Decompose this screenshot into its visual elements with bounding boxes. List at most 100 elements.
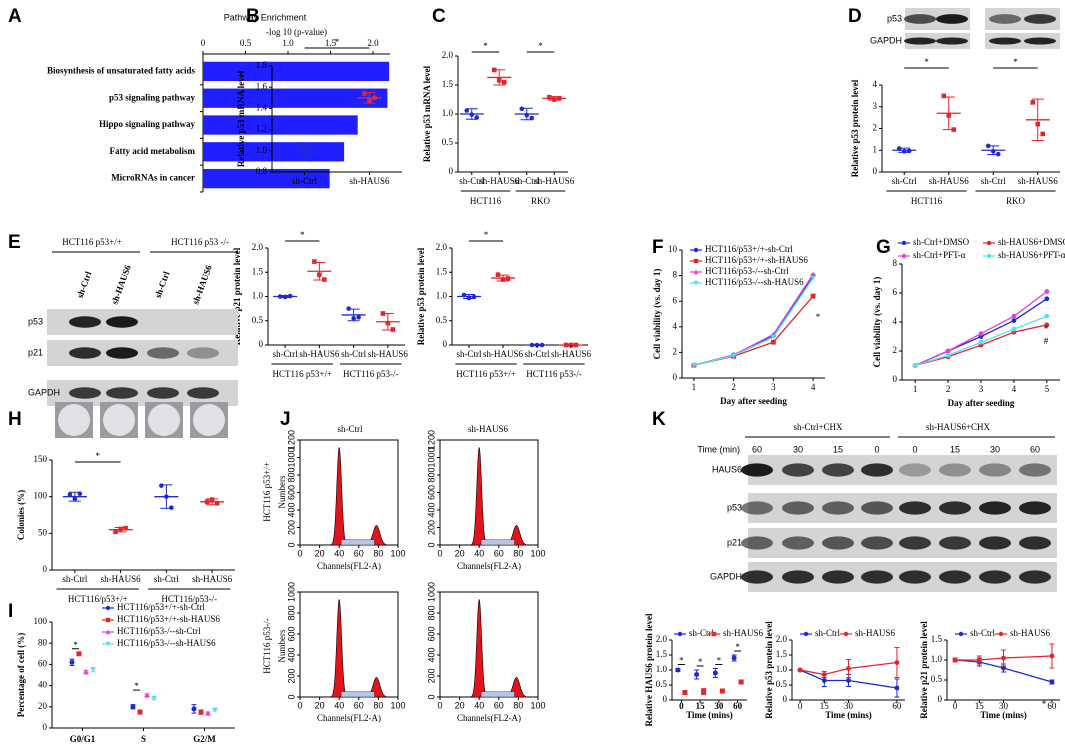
point xyxy=(130,704,136,710)
error-bar xyxy=(493,69,506,86)
y-tick-label: 1.0 xyxy=(442,108,454,118)
x-tick-label: 2 xyxy=(946,384,951,394)
blot-band xyxy=(861,570,893,584)
significance-label: * xyxy=(484,230,489,240)
point xyxy=(90,667,96,673)
x-tick-label: 100 xyxy=(530,548,545,558)
point xyxy=(151,695,157,702)
y-tick-label: 1.0 xyxy=(776,664,788,674)
panel-label: D xyxy=(848,6,862,27)
y-axis-label: Numbers xyxy=(277,629,287,662)
blot-row-label: GAPDH xyxy=(870,35,902,45)
point xyxy=(212,707,218,713)
x-tick-label: 1.0 xyxy=(282,38,294,48)
x-tick-label: 60 xyxy=(494,548,504,558)
point xyxy=(912,363,918,368)
x-tick-label: sh-HAUS6 xyxy=(368,349,409,359)
error-bar xyxy=(520,107,533,121)
point xyxy=(83,668,89,675)
legend-label: sh-HAUS6 xyxy=(855,628,896,638)
point xyxy=(894,660,900,665)
panel-label: F xyxy=(652,237,664,258)
y-tick-label: 80 xyxy=(38,637,48,647)
colony-well xyxy=(193,404,225,436)
legend-marker xyxy=(693,258,699,264)
significance-label: * xyxy=(698,657,703,667)
legend-label: HCT116/p53+/+-sh-HAUS6 xyxy=(705,255,808,265)
x-tick-label: 5 xyxy=(1045,384,1050,394)
y-tick-label: 200 xyxy=(426,520,436,535)
blot-band xyxy=(899,536,931,550)
y-axis-label: Numbers xyxy=(277,475,287,508)
y-tick-label: 800 xyxy=(426,467,436,482)
y-axis-label: Cell viability (vs. day 1) xyxy=(652,269,662,360)
blot-band xyxy=(782,463,814,477)
y-tick-label: 0 xyxy=(673,372,678,382)
point xyxy=(205,710,211,716)
legend-label: sh-Ctrl xyxy=(815,628,841,638)
blot-band xyxy=(147,387,179,399)
y-tick-label: 40 xyxy=(38,680,48,690)
error-bar xyxy=(987,145,1000,156)
y-tick-label: 0.5 xyxy=(931,674,943,684)
point xyxy=(123,525,128,531)
legend-label: HCT116/p53-/--sh-HAUS6 xyxy=(705,277,804,287)
legend-marker xyxy=(901,240,907,246)
x-tick-label: S xyxy=(141,734,146,744)
legend-label: HCT116/p53-/--sh-Ctrl xyxy=(117,626,201,636)
annotation: * xyxy=(1042,699,1047,709)
point xyxy=(770,339,776,345)
y-tick-label: 0 xyxy=(893,374,898,384)
group-label: HCT116 p53+/+ xyxy=(456,369,516,379)
y-axis-label: Colonies (%) xyxy=(16,490,26,540)
x-tick-label: G2/M xyxy=(193,734,216,744)
series-line xyxy=(914,291,1048,367)
blot-band xyxy=(936,37,968,45)
x-tick-label: 0 xyxy=(679,701,684,711)
legend-label: sh-HAUS6 xyxy=(1010,628,1051,638)
y-tick-label: 0.5 xyxy=(252,315,264,325)
x-tick-label: 100 xyxy=(390,548,405,558)
bar xyxy=(203,61,390,82)
lane-label: 15 xyxy=(950,444,960,454)
blot-band xyxy=(904,14,936,24)
point xyxy=(519,106,525,112)
bar xyxy=(203,115,358,135)
panel-label: E xyxy=(8,232,21,253)
legend-marker xyxy=(677,631,683,637)
point xyxy=(976,657,982,663)
x-tick-label: 0 xyxy=(297,700,302,710)
error-bar xyxy=(381,312,394,331)
y-tick-label: 0 xyxy=(43,564,48,574)
x-axis-label: Channels(FL2-A) xyxy=(317,561,381,571)
bar xyxy=(203,88,388,108)
significance-label: * xyxy=(1013,57,1018,67)
x-axis-label: Time (mins) xyxy=(825,710,872,720)
x-tick-label: 15 xyxy=(975,701,985,711)
y-tick-label: 0 xyxy=(873,166,878,176)
blot-row-label: HAUS6 xyxy=(712,464,742,474)
x-tick-label: G0/G1 xyxy=(70,734,96,744)
group-label: HCT116 p53-/- xyxy=(343,369,398,379)
blot-band xyxy=(979,536,1011,550)
series-line xyxy=(955,655,1052,661)
panel-label: A xyxy=(8,6,22,27)
blot-band xyxy=(69,387,101,399)
s-phase xyxy=(480,539,515,546)
y-tick-label: 0 xyxy=(426,694,436,699)
column-label: sh-HAUS6 xyxy=(468,424,509,434)
g1-g2-peaks xyxy=(469,599,534,698)
blot-row-label: GAPDH xyxy=(28,387,60,397)
y-tick-label: 600 xyxy=(286,485,296,500)
y-tick-label: 20 xyxy=(38,701,48,711)
point xyxy=(546,94,552,100)
x-tick-label: 1 xyxy=(913,384,918,394)
x-tick-label: 0 xyxy=(297,548,302,558)
x-tick-label: 30 xyxy=(999,701,1009,711)
x-tick-label: 80 xyxy=(373,700,383,710)
y-tick-label: 1.5 xyxy=(931,634,943,644)
error-bar xyxy=(206,498,219,506)
point xyxy=(1001,665,1006,671)
blot-band xyxy=(187,387,219,399)
blot-band xyxy=(822,536,854,550)
